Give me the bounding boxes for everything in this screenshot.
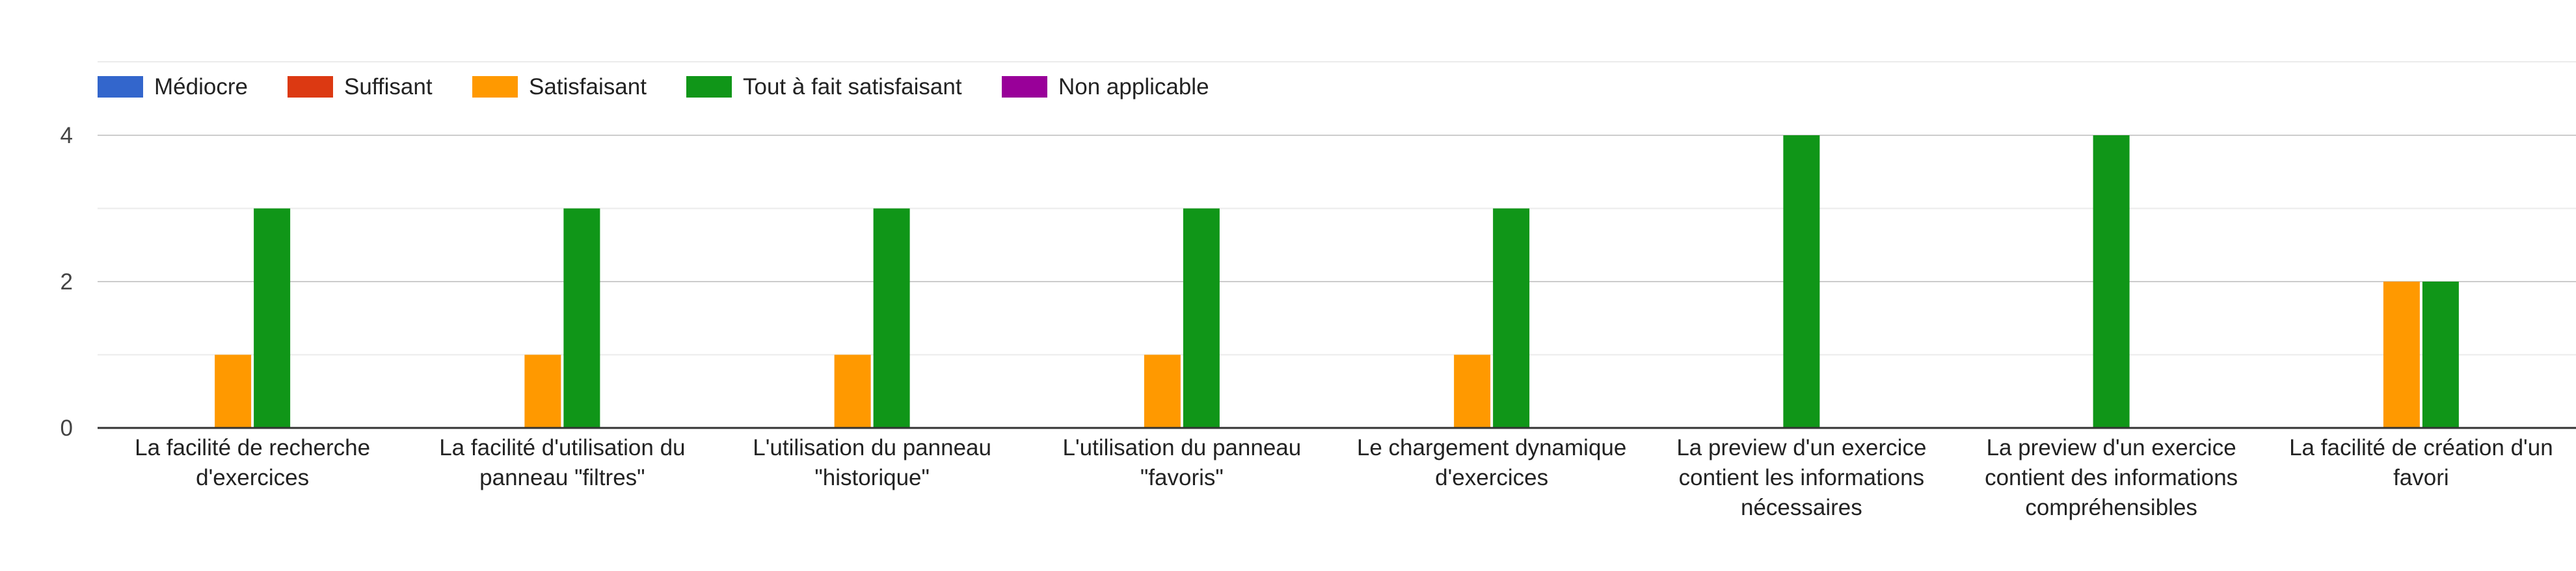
x-category-label: nécessaires xyxy=(1741,495,1862,520)
x-category-label: La facilité de recherche xyxy=(135,435,370,460)
axes: 0 2 4 La facilité de recherche d'exercices La… xyxy=(60,123,2576,520)
x-category-label: La facilité d'utilisation du xyxy=(439,435,685,460)
x-category-label: La facilité de création d'un xyxy=(2289,435,2553,460)
x-category-label: "historique" xyxy=(814,465,930,490)
x-category-label: compréhensibles xyxy=(2025,495,2197,520)
x-category-label: d'exercices xyxy=(1435,465,1548,490)
bar xyxy=(2422,282,2459,428)
legend-swatch xyxy=(472,76,518,98)
legend-label: Médiocre xyxy=(154,74,248,100)
bar xyxy=(563,208,600,428)
legend-label: Suffisant xyxy=(344,74,433,100)
x-category-label: contient les informations xyxy=(1679,465,1924,490)
x-category-label: panneau "filtres" xyxy=(479,465,645,490)
x-category-label: contient des informations xyxy=(1985,465,2238,490)
bar xyxy=(1493,208,1530,428)
bar xyxy=(834,354,871,428)
bar xyxy=(254,208,291,428)
y-tick-label: 4 xyxy=(60,123,73,148)
bars xyxy=(215,135,2459,428)
bar xyxy=(1783,135,1820,428)
grid-lines xyxy=(98,61,2576,356)
bar xyxy=(2383,282,2420,428)
x-category-label: favori xyxy=(2393,465,2449,490)
legend: Médiocre Suffisant Satisfaisant Tout à fait… xyxy=(98,74,1209,100)
x-category-label: La preview d'un exercice xyxy=(1676,435,1926,460)
bar xyxy=(2093,135,2130,428)
legend-swatch xyxy=(686,76,732,98)
bar xyxy=(1183,208,1220,428)
legend-label: Non applicable xyxy=(1058,74,1209,100)
legend-swatch xyxy=(288,76,333,98)
legend-swatch xyxy=(98,76,143,98)
bar xyxy=(873,208,910,428)
x-category-label: La preview d'un exercice xyxy=(1987,435,2236,460)
x-category-label: "favoris" xyxy=(1140,465,1224,490)
legend-swatch xyxy=(1002,76,1047,98)
bar xyxy=(1144,354,1181,428)
x-category-label: Le chargement dynamique xyxy=(1357,435,1626,460)
x-category-label: L'utilisation du panneau xyxy=(1063,435,1302,460)
x-category-label: d'exercices xyxy=(196,465,309,490)
bar xyxy=(524,354,561,428)
x-category-label: L'utilisation du panneau xyxy=(753,435,991,460)
bar xyxy=(215,354,252,428)
bar xyxy=(1454,354,1491,428)
legend-label: Satisfaisant xyxy=(529,74,647,100)
y-tick-label: 2 xyxy=(60,269,73,295)
legend-label: Tout à fait satisfaisant xyxy=(743,74,962,100)
y-tick-label: 0 xyxy=(60,416,73,441)
